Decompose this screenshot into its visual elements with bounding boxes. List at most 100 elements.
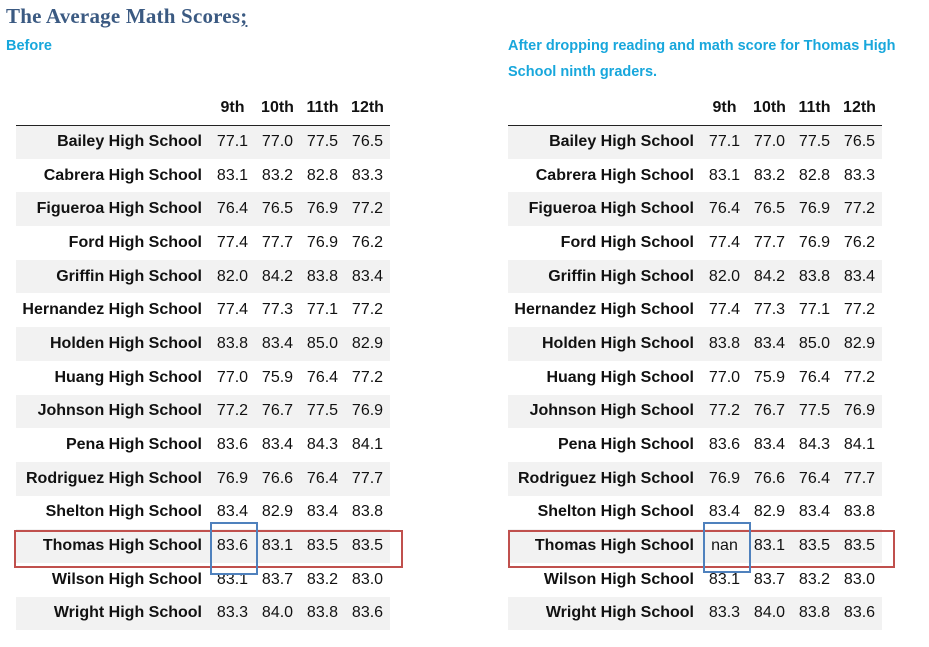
score-cell: 83.0 [351,570,384,588]
score-cell: 82.8 [306,166,339,184]
score-cell: 85.0 [306,334,339,352]
score-cell: 77.7 [843,469,876,487]
score-cell: 77.3 [261,301,294,319]
thomas-9th-cell-highlight [703,522,751,573]
table-row: Wright High School 83.3 84.0 83.8 83.6 [16,596,390,631]
table-row: Griffin High School 82.0 84.2 83.8 83.4 [508,259,882,294]
score-cell: 85.0 [798,334,831,352]
page-title-text: The Average Math Scores [6,4,241,28]
score-cell: 76.9 [798,233,831,251]
score-cell: 83.2 [306,570,339,588]
school-name: Wilson High School [51,570,202,588]
table-row: Griffin High School 82.0 84.2 83.8 83.4 [16,259,390,294]
score-cell: 77.0 [753,133,786,151]
score-cell: 77.3 [753,301,786,319]
score-cell: 77.2 [351,200,384,218]
score-cell: 83.1 [216,570,249,588]
school-name: Holden High School [50,334,202,352]
school-name: Shelton High School [537,503,694,521]
score-cell: 84.1 [351,436,384,454]
table-row: Huang High School 77.0 75.9 76.4 77.2 [508,360,882,395]
table-row: Hernandez High School 77.4 77.3 77.1 77.2 [16,293,390,328]
score-cell: 82.0 [708,267,741,285]
score-cell: 76.5 [843,133,876,151]
score-cell: 77.2 [351,301,384,319]
score-cell: 76.4 [216,200,249,218]
school-name: Hernandez High School [22,301,202,319]
score-cell: 83.5 [351,537,384,555]
score-cell: 83.4 [753,334,786,352]
score-cell: 83.8 [351,503,384,521]
score-cell: 76.7 [753,402,786,420]
score-cell: 83.0 [843,570,876,588]
column-header: 12th [837,92,882,126]
score-cell: 83.6 [843,604,876,622]
score-cell: 76.9 [708,469,741,487]
table-row: Bailey High School 77.1 77.0 77.5 76.5 [16,125,390,159]
score-cell: 77.0 [216,368,249,386]
table-row: Ford High School 77.4 77.7 76.9 76.2 [16,226,390,260]
page-title-suffix: ; [240,4,248,28]
score-cell: 83.4 [843,267,876,285]
score-cell: 84.0 [261,604,294,622]
column-header: 10th [747,92,792,126]
score-cell: 83.6 [708,436,741,454]
table-row: Wilson High School 83.1 83.7 83.2 83.0 [508,562,882,597]
score-cell: 83.4 [753,436,786,454]
score-cell: 76.4 [708,200,741,218]
thomas-row-highlight [508,530,895,568]
score-cell: 76.5 [261,200,294,218]
table-row: Figueroa High School 76.4 76.5 76.9 77.2 [16,192,390,227]
score-cell: 83.5 [843,537,876,555]
score-cell: 83.8 [306,604,339,622]
score-cell: 77.1 [798,301,831,319]
score-cell: 77.4 [216,233,249,251]
score-cell: 76.9 [216,469,249,487]
score-cell: 83.4 [261,334,294,352]
school-name: Huang High School [546,368,694,386]
score-cell: 82.8 [798,166,831,184]
score-cell: 83.1 [216,166,249,184]
score-cell: 83.2 [798,570,831,588]
score-cell: 83.8 [798,604,831,622]
score-cell: 75.9 [261,368,294,386]
school-name: Thomas High School [42,537,202,555]
score-cell: 77.1 [216,133,249,151]
score-cell: 77.4 [216,301,249,319]
score-cell: 83.2 [261,166,294,184]
table-row: Wright High School 83.3 84.0 83.8 83.6 [508,596,882,631]
table-row: Thomas High School nan 83.1 83.5 83.5 [508,529,882,563]
score-cell: 76.9 [798,200,831,218]
score-cell: 83.8 [843,503,876,521]
table-row: Shelton High School 83.4 82.9 83.4 83.8 [508,495,882,530]
score-cell: 77.2 [708,402,741,420]
school-name: Cabrera High School [535,166,694,184]
school-name: Wright High School [545,604,694,622]
score-cell: 76.6 [753,469,786,487]
score-cell: 77.2 [843,368,876,386]
score-cell: 83.4 [216,503,249,521]
score-cell: 83.4 [708,503,741,521]
school-name: Johnson High School [529,402,694,420]
table-row: Bailey High School 77.1 77.0 77.5 76.5 [508,125,882,159]
table-row: Johnson High School 77.2 76.7 77.5 76.9 [508,394,882,429]
score-cell: 83.4 [306,503,339,521]
score-cell: 82.0 [216,267,249,285]
table-row: Rodriguez High School 76.9 76.6 76.4 77.7 [508,461,882,496]
score-cell: 77.1 [708,133,741,151]
score-cell: 77.7 [351,469,384,487]
score-cell: 77.5 [798,133,831,151]
score-cell: 83.4 [351,267,384,285]
score-cell: 83.3 [351,166,384,184]
score-cell: 83.6 [216,436,249,454]
score-cell: 77.4 [708,301,741,319]
school-name: Wright High School [53,604,202,622]
school-name: Shelton High School [45,503,202,521]
thomas-row-highlight [14,530,403,568]
score-cell: nan [711,537,738,555]
score-cell: 77.5 [306,402,339,420]
table-row: Shelton High School 83.4 82.9 83.4 83.8 [16,495,390,530]
table-row: Hernandez High School 77.4 77.3 77.1 77.2 [508,293,882,328]
score-cell: 76.9 [843,402,876,420]
school-name: Johnson High School [37,402,202,420]
